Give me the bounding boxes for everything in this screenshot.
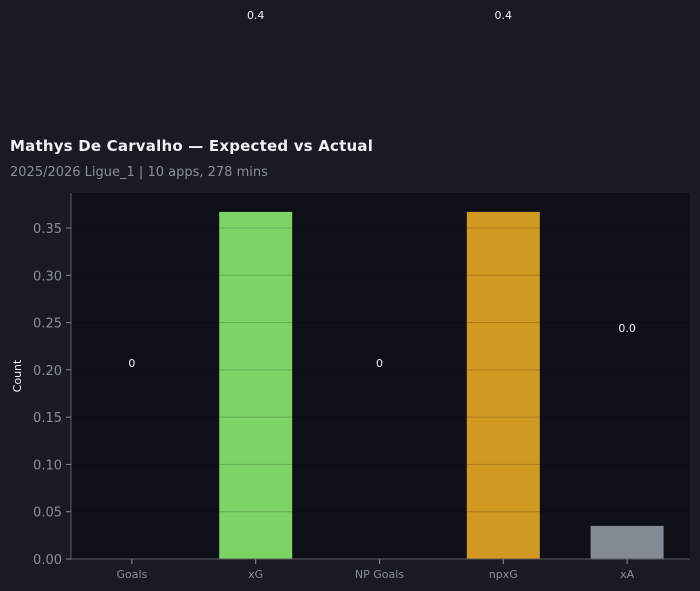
y-tick-label: 0.05 <box>33 506 62 521</box>
y-axis-label: Count <box>11 359 24 392</box>
data-label: 0.0 <box>618 322 636 335</box>
data-label: 0.4 <box>495 9 513 22</box>
y-tick-label: 0.25 <box>33 317 62 332</box>
y-tick-label: 0.20 <box>33 364 62 379</box>
chart-title: Mathys De Carvalho — Expected vs Actual <box>10 137 374 155</box>
x-tick-label: NP Goals <box>355 568 404 581</box>
x-tick-label: xA <box>620 568 635 581</box>
y-tick-label: 0.00 <box>33 553 62 568</box>
y-tick-label: 0.15 <box>33 411 62 426</box>
bar-xa <box>590 525 664 559</box>
data-label: 0 <box>128 357 135 370</box>
y-tick-label: 0.35 <box>33 222 62 237</box>
x-tick-label: npxG <box>489 568 518 581</box>
data-label: 0.4 <box>247 9 265 22</box>
bar-npxg <box>466 211 540 559</box>
data-label: 0 <box>376 357 383 370</box>
y-tick-label: 0.10 <box>33 458 62 473</box>
chart-subtitle: 2025/2026 Ligue_1 | 10 apps, 278 mins <box>10 165 268 180</box>
bar-xg <box>219 211 293 559</box>
y-tick-label: 0.30 <box>33 269 62 284</box>
x-tick-label: Goals <box>117 568 148 581</box>
plot-area <box>71 193 690 559</box>
x-tick-label: xG <box>248 568 263 581</box>
